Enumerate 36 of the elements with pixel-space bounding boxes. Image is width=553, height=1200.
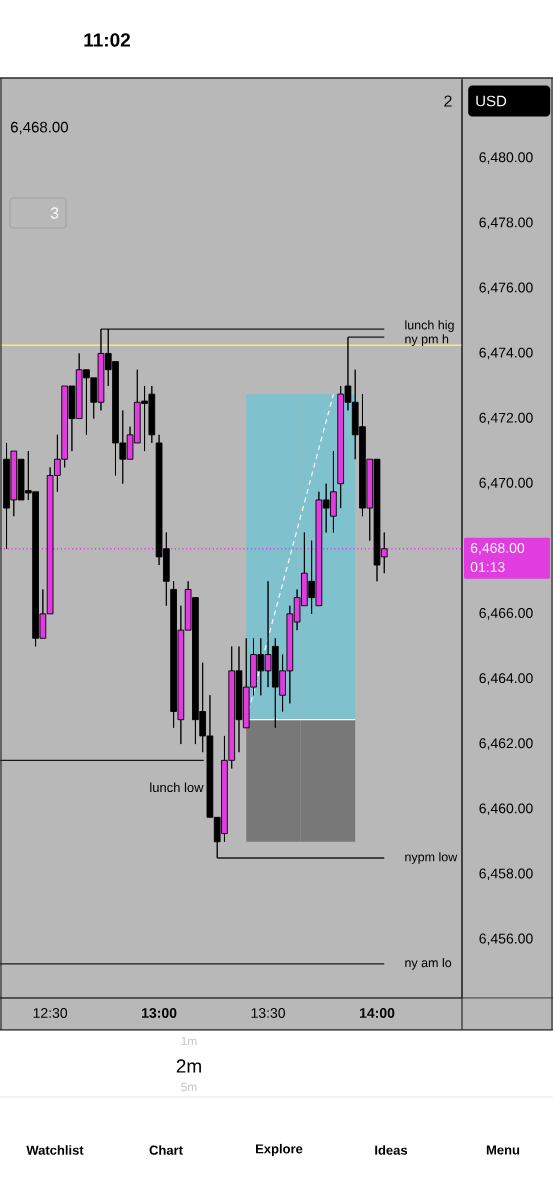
text: 01:13 — [470, 562, 505, 572]
text: 1m — [181, 1036, 197, 1046]
text: 11:02 — [84, 33, 130, 47]
y-tick-label: 6,472.00 — [479, 412, 533, 425]
y-tick-label: 6,478.00 — [479, 217, 533, 230]
y-tick-label: 6,466.00 — [479, 608, 533, 620]
y-tick-label: 6,476.00 — [479, 282, 533, 295]
text: Menu — [486, 1145, 520, 1155]
text: Watchlist — [26, 1145, 84, 1155]
y-tick-label: 6,456.00 — [479, 933, 533, 946]
series-label: lunch low — [150, 782, 204, 793]
text: Explore — [256, 1143, 303, 1157]
text: Chart — [149, 1145, 183, 1155]
y-tick-label: 6,460.00 — [479, 803, 533, 815]
y-tick-label: 6,480.00 — [479, 152, 533, 164]
y-tick-label: 6,464.00 — [479, 673, 533, 685]
text: Ideas — [375, 1145, 408, 1155]
y-tick-label: 6,474.00 — [479, 347, 533, 360]
x-tick-label: 12:30 — [33, 1008, 68, 1018]
y-tick-label: 6,470.00 — [479, 477, 533, 490]
annotation: 3 — [50, 207, 59, 219]
annotation: 2 — [444, 95, 452, 107]
ref-line-label: 6,468.00 — [470, 542, 525, 555]
series-label: nypm low — [405, 852, 458, 864]
x-tick-label: 13:00 — [142, 1008, 177, 1018]
text: USD — [476, 95, 507, 107]
series-label: lunch hig — [405, 320, 454, 332]
x-tick-label: 13:30 — [251, 1008, 286, 1018]
series-label: ny am lo — [405, 957, 452, 970]
y-tick-label: 6,462.00 — [479, 738, 533, 750]
text: 5m — [181, 1082, 197, 1092]
y-tick-label: 6,458.00 — [479, 868, 533, 881]
text: 2m — [176, 1059, 201, 1073]
annotation: 6,468.00 — [10, 121, 68, 135]
series-label: ny pm h — [405, 334, 449, 346]
x-tick-label: 14:00 — [359, 1008, 395, 1018]
